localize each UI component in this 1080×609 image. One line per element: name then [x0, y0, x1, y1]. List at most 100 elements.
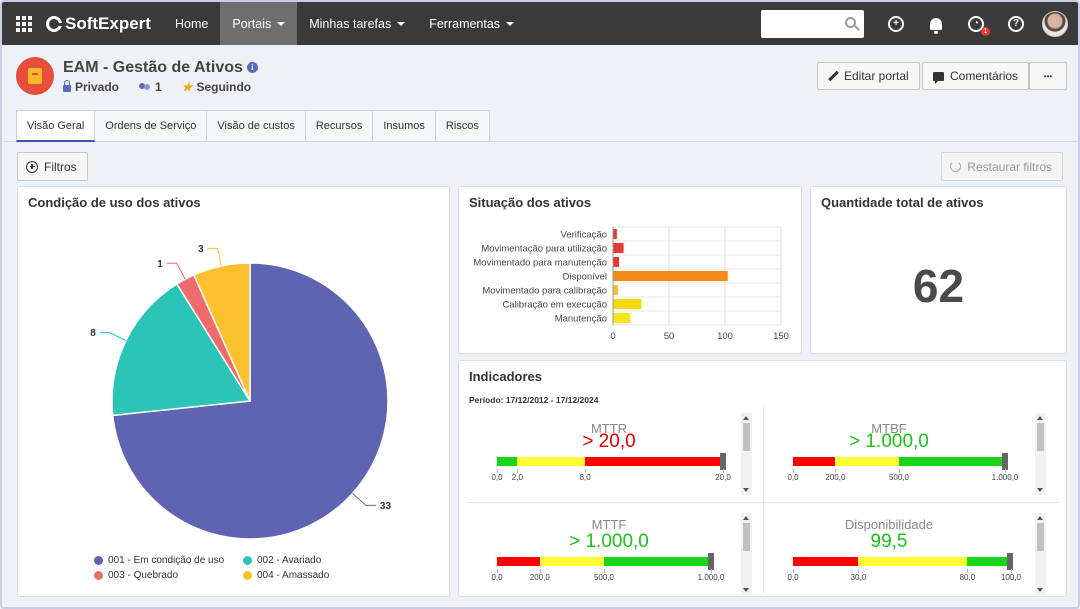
legend-item[interactable]: 004 - Amassado: [243, 570, 329, 581]
gauge-title: MTTF: [591, 517, 627, 532]
gauge-tick-mark: [793, 569, 794, 573]
members-count[interactable]: 1: [139, 80, 162, 94]
tab-riscos[interactable]: Riscos: [435, 110, 490, 142]
gauge-band: [497, 557, 540, 566]
bar-mark[interactable]: [613, 257, 620, 267]
notifications-button[interactable]: [916, 2, 956, 45]
gauge-tick-mark: [497, 569, 498, 573]
pie-data-label: 3: [198, 244, 204, 255]
logo[interactable]: SoftExpert: [46, 14, 151, 34]
nav-home-label: Home: [174, 16, 209, 31]
user-avatar[interactable]: [1042, 10, 1068, 37]
scroll-down-icon[interactable]: [1037, 588, 1043, 592]
help-button[interactable]: ?: [996, 2, 1036, 45]
total-assets-value: 62: [912, 260, 965, 312]
bar-tick-label: 50: [664, 331, 675, 342]
gauge-band: [517, 457, 586, 466]
comments-label: Comentários: [950, 69, 1019, 83]
bar-tick-label: 150: [773, 331, 789, 342]
restore-filters-button[interactable]: Restaurar filtros: [941, 152, 1063, 181]
scroll-thumb[interactable]: [1037, 423, 1044, 451]
scroll-down-icon[interactable]: [1037, 488, 1043, 492]
comments-button[interactable]: Comentários: [922, 62, 1030, 90]
bar-mark[interactable]: [613, 285, 618, 295]
bar-category-label: Manutenção: [555, 314, 607, 325]
add-button[interactable]: +: [876, 2, 916, 45]
gauge-tick-mark: [1011, 569, 1012, 573]
gauge-scrollbar[interactable]: [1035, 513, 1046, 595]
gauge-tick-label: 1.000,0: [991, 473, 1019, 482]
bar-mark[interactable]: [613, 299, 642, 309]
scroll-up-icon[interactable]: [743, 416, 749, 420]
pie-data-label: 1: [157, 259, 163, 270]
tab-visao-geral[interactable]: Visão Geral: [16, 110, 96, 142]
scroll-thumb[interactable]: [743, 423, 750, 451]
tab-ordens-servico[interactable]: Ordens de Serviço: [95, 110, 208, 142]
logo-icon: [46, 15, 64, 32]
gauge-tick-mark: [723, 469, 724, 473]
portal-icon: [16, 57, 54, 95]
bar-mark[interactable]: [613, 271, 728, 281]
apps-menu-button[interactable]: [2, 2, 46, 45]
legend-label: 003 - Quebrado: [108, 570, 179, 581]
gauge-band: [967, 557, 1011, 566]
scroll-down-icon[interactable]: [743, 588, 749, 592]
scroll-up-icon[interactable]: [743, 516, 749, 520]
tab-label: Insumos: [383, 120, 425, 132]
bar-tick-label: 100: [717, 331, 733, 342]
bar-category-label: Calibração em execução: [502, 300, 607, 311]
scroll-thumb[interactable]: [1037, 523, 1044, 551]
scroll-up-icon[interactable]: [1037, 416, 1043, 420]
follow-status[interactable]: ★ Seguindo: [182, 80, 251, 94]
top-navbar: SoftExpert Home Portais Minhas tarefas F…: [2, 2, 1078, 45]
tab-bar: Visão Geral Ordens de Serviço Visão de c…: [16, 110, 490, 142]
follow-label: Seguindo: [196, 80, 252, 94]
scroll-thumb[interactable]: [743, 523, 750, 551]
legend-item[interactable]: 003 - Quebrado: [94, 570, 178, 581]
filters-button[interactable]: Filtros: [17, 152, 88, 181]
search-input[interactable]: [765, 9, 845, 36]
bar-category-label: Disponível: [563, 272, 607, 283]
info-icon[interactable]: i: [246, 62, 258, 74]
gauge-band: [835, 457, 899, 466]
legend-swatch: [94, 571, 103, 580]
bar-mark[interactable]: [613, 313, 631, 323]
search-icon[interactable]: [845, 16, 856, 28]
pie-data-label: 8: [90, 328, 96, 339]
more-options-button[interactable]: •••: [1029, 62, 1067, 90]
gauge-scrollbar[interactable]: [741, 413, 752, 495]
gauge-tick-label: 2,0: [511, 473, 523, 482]
gauge-tick-label: 200,0: [529, 573, 550, 582]
gauge-bar: [497, 557, 711, 566]
plus-circle-icon: [26, 160, 38, 173]
gauge-tick-mark: [793, 469, 794, 473]
scroll-up-icon[interactable]: [1037, 516, 1043, 520]
gauge-band: [585, 457, 723, 466]
divider: [467, 502, 1059, 503]
legend-label: 002 - Avariado: [257, 555, 322, 566]
edit-portal-button[interactable]: Editar portal: [817, 62, 920, 90]
tab-recursos[interactable]: Recursos: [305, 110, 374, 142]
apps-grid-icon: [16, 15, 32, 32]
gauge-tick-mark: [711, 569, 712, 573]
gauge-scrollbar[interactable]: [1035, 413, 1046, 495]
nav-home[interactable]: Home: [163, 2, 220, 45]
gauge-mtbf: MTBF > 1.000,0 0,0 200,0 500,0 1.000,0: [771, 413, 1061, 509]
legend-item[interactable]: 002 - Avariado: [243, 555, 321, 566]
activity-button[interactable]: ◔ 1: [956, 2, 996, 45]
bar-mark[interactable]: [613, 243, 624, 253]
nav-minhas-tarefas[interactable]: Minhas tarefas: [297, 2, 417, 45]
nav-ferramentas[interactable]: Ferramentas: [417, 2, 526, 45]
legend-item[interactable]: 001 - Em condição de uso: [94, 555, 224, 566]
gauge-tick-label: 0,0: [491, 473, 503, 482]
gauge-tick-label: 0,0: [491, 573, 503, 582]
tab-insumos[interactable]: Insumos: [373, 110, 436, 142]
tab-visao-custos[interactable]: Visão de custos: [207, 110, 306, 142]
bar-mark[interactable]: [613, 229, 617, 239]
gauge-scrollbar[interactable]: [741, 513, 752, 595]
scroll-down-icon[interactable]: [743, 488, 749, 492]
gauge-marker: [1002, 453, 1008, 470]
total-assets-title: Quantidade total de ativos: [821, 195, 984, 210]
nav-portais[interactable]: Portais: [220, 2, 298, 45]
bar-chart-panel: Situação dos ativos 0 50 100 150 Verificação…: [458, 186, 802, 354]
